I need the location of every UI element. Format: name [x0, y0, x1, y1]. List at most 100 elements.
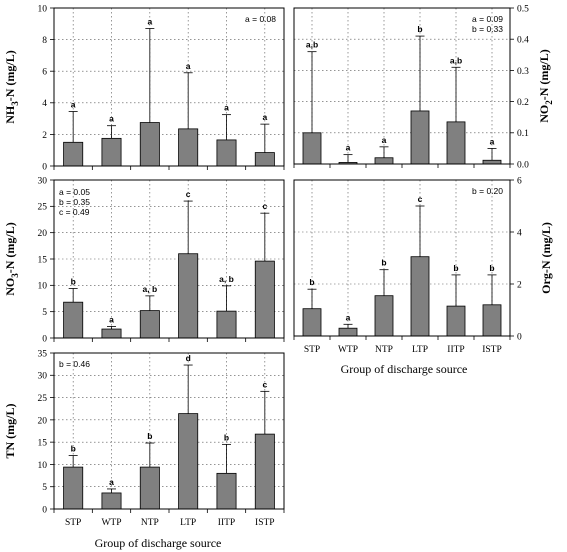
bar-nh3-WTP [101, 137, 122, 167]
bar-tn-ISTP [254, 433, 275, 510]
annotation-orgn-0: b = 0.20 [472, 186, 503, 196]
sig-letter-no3-IITP: a, b [219, 274, 234, 284]
y-tick-label-no2-2: 0.2 [517, 98, 529, 108]
annotation-no2-0: a = 0.09 [472, 14, 503, 24]
bar-orgn-NTP [374, 295, 394, 337]
bar-tn-IITP [216, 472, 237, 510]
bar-nh3-IITP [216, 139, 237, 167]
sig-letter-orgn-NTP: b [381, 258, 386, 268]
category-label-tn-STP: STP [65, 518, 81, 528]
y-tick-label-tn-1: 5 [42, 483, 47, 493]
category-label-orgn-NTP: NTP [375, 345, 393, 355]
x-axis-title-right: Group of discharge source [341, 362, 468, 376]
category-label-tn-LTP: LTP [180, 518, 196, 528]
plot-frame-nh3 [53, 7, 285, 167]
sig-letter-nh3-STP: a [71, 99, 76, 109]
y-tick-label-no3-0: 0 [42, 334, 47, 344]
bar-no3-LTP [178, 253, 199, 339]
category-label-tn-ISTP: ISTP [255, 518, 275, 528]
y-tick-label-nh3-1: 2 [42, 131, 47, 141]
category-label-tn-NTP: NTP [141, 518, 159, 528]
bar-nh3-LTP [178, 128, 199, 167]
sig-letter-no2-IITP: a,b [450, 55, 462, 65]
sig-letter-tn-ISTP: c [262, 379, 267, 389]
sig-letter-nh3-ISTP: a [262, 112, 267, 122]
bar-nh3-ISTP [254, 152, 275, 167]
y-tick-label-nh3-5: 10 [38, 4, 48, 14]
bar-tn-WTP [101, 492, 122, 510]
panel-no3: b a a, b c a, b c 0 5 10 15 20 25 30 a = 0.05b = 0.35… [3, 176, 285, 344]
bar-no2-STP [302, 132, 322, 165]
sig-letter-no3-NTP: a, b [143, 284, 158, 294]
y-tick-label-no2-5: 0.5 [517, 4, 529, 14]
bar-orgn-STP [302, 308, 322, 337]
y-tick-label-nh3-0: 0 [42, 162, 47, 172]
bar-no3-IITP [216, 310, 237, 339]
y-tick-label-tn-0: 0 [42, 505, 47, 515]
y-tick-label-no2-1: 0.1 [517, 129, 529, 139]
sig-letter-no2-NTP: a [382, 135, 387, 145]
annotation-no3-2: c = 0.49 [59, 207, 90, 217]
y-tick-label-tn-5: 25 [38, 394, 48, 404]
sig-letter-no3-WTP: a [109, 314, 114, 324]
y-tick-label-tn-3: 15 [38, 439, 48, 449]
category-label-tn-IITP: IITP [218, 518, 235, 528]
plot-frame-orgn [293, 179, 511, 337]
bar-no3-WTP [101, 328, 122, 339]
bar-tn-LTP [178, 413, 199, 510]
category-label-orgn-IITP: IITP [447, 345, 464, 355]
category-label-orgn-WTP: WTP [338, 345, 358, 355]
bar-no2-IITP [446, 121, 466, 165]
y-tick-label-orgn-0: 0 [517, 332, 522, 342]
annotation-no3-0: a = 0.05 [59, 187, 90, 197]
bar-no2-LTP [410, 110, 430, 165]
y-axis-title-nh3: NH3-N (mg/L) [3, 50, 20, 124]
sig-letter-no2-LTP: b [417, 24, 422, 34]
y-tick-label-tn-7: 35 [38, 349, 48, 359]
bar-tn-STP [63, 466, 84, 510]
bar-nh3-STP [63, 141, 84, 167]
y-tick-label-orgn-1: 2 [517, 280, 522, 290]
y-tick-label-no2-3: 0.3 [517, 67, 529, 77]
annotation-tn-0: b = 0.46 [59, 359, 90, 369]
bar-tn-NTP [139, 466, 160, 510]
y-tick-label-nh3-2: 4 [42, 99, 47, 109]
sig-letter-no3-LTP: c [186, 189, 191, 199]
bar-nh3-NTP [139, 122, 160, 167]
bar-orgn-WTP [338, 327, 358, 337]
y-tick-label-no3-4: 20 [38, 229, 48, 239]
y-tick-label-tn-4: 20 [38, 416, 48, 426]
y-tick-label-nh3-4: 8 [42, 36, 47, 46]
y-axis-title-no2: NO2-N (mg/L) [537, 49, 554, 123]
sig-letter-tn-STP: b [71, 444, 76, 454]
sig-letter-nh3-WTP: a [109, 114, 114, 124]
y-axis-title-tn: TN (mg/L) [3, 404, 17, 459]
category-label-orgn-ISTP: ISTP [482, 345, 502, 355]
y-tick-label-no3-6: 30 [38, 176, 48, 186]
sig-letter-orgn-STP: b [309, 277, 314, 287]
y-tick-label-tn-6: 30 [38, 372, 48, 382]
sig-letter-nh3-LTP: a [186, 61, 191, 71]
bar-no3-NTP [139, 310, 160, 339]
sig-letter-no2-WTP: a [346, 143, 351, 153]
sig-letter-orgn-LTP: c [418, 194, 423, 204]
bar-no2-ISTP [482, 159, 502, 165]
sig-letter-nh3-IITP: a [224, 103, 229, 113]
y-tick-label-tn-2: 10 [38, 461, 48, 471]
sig-letter-no3-STP: b [71, 276, 76, 286]
sig-letter-tn-NTP: b [147, 431, 152, 441]
bar-orgn-IITP [446, 305, 466, 337]
bar-no2-NTP [374, 157, 394, 165]
y-tick-label-orgn-2: 4 [517, 228, 522, 238]
panel-tn: b a b d b c 0 5 10 15 20 25 30 35 STP WTP NTP LTP IITP ISTP… [3, 349, 285, 528]
annotation-no3-1: b = 0.35 [59, 197, 90, 207]
y-tick-label-no3-2: 10 [38, 282, 48, 292]
y-tick-label-no2-4: 0.4 [517, 36, 529, 46]
panel-nh3: a a a a a a 0 2 4 6 8 10 a = 0.08 NH3-N (mg/L) [3, 4, 285, 172]
x-axis-title-left: Group of discharge source [95, 536, 222, 550]
panel-no2: a,b a a b a,b a 0.0 0.1 0.2 0.3 0.4 0.5 a = 0.09b = … [293, 4, 554, 170]
bar-no3-ISTP [254, 260, 275, 339]
y-tick-label-no3-5: 25 [38, 203, 48, 213]
sig-letter-orgn-WTP: a [346, 312, 351, 322]
